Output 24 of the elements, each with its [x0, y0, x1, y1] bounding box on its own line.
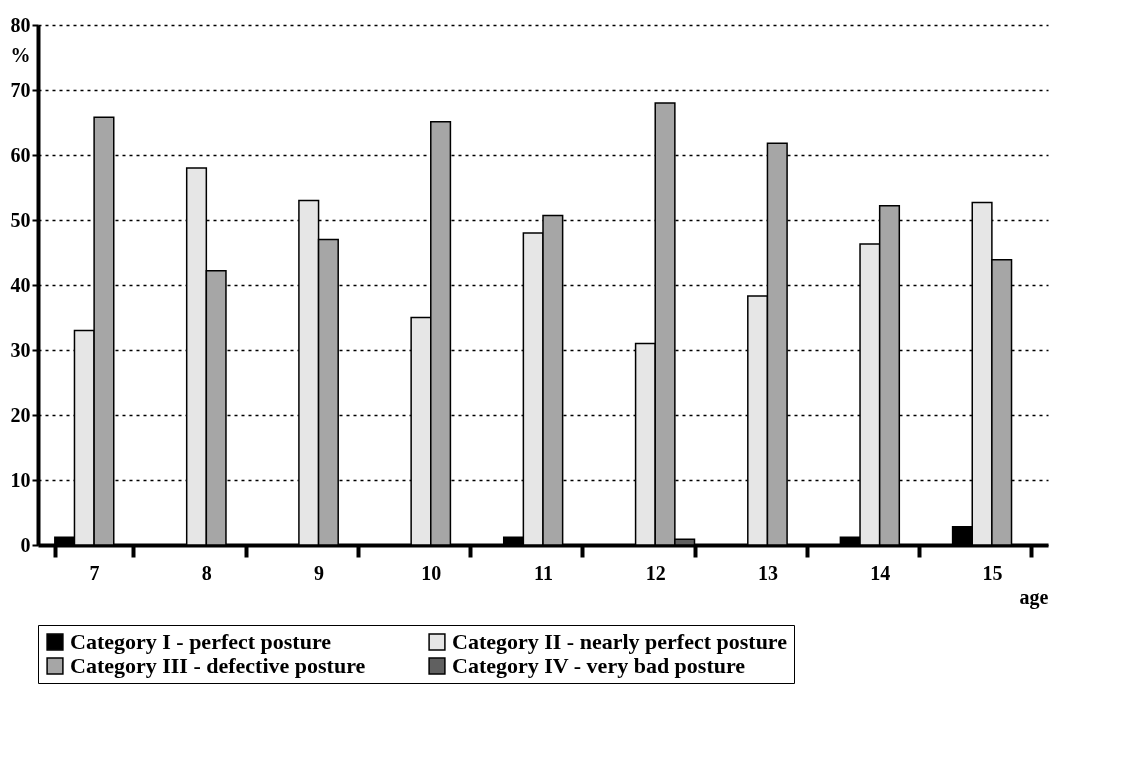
y-tick-label: 80	[10, 13, 31, 36]
x-tick-label: 13	[757, 561, 778, 584]
x-tick-label: 14	[870, 561, 891, 584]
y-tick-label: 10	[10, 468, 31, 491]
y-tick-label: 0	[20, 533, 31, 556]
legend-label: Category III - defective posture	[70, 653, 366, 678]
x-tick-label: 11	[534, 561, 553, 584]
legend-label: Category IV - very bad posture	[452, 653, 746, 678]
legend-label: Category I - perfect posture	[70, 629, 332, 654]
x-axis-title: age	[1019, 585, 1049, 609]
y-tick-label: 30	[10, 338, 31, 361]
x-tick-label: 15	[982, 561, 1003, 584]
y-tick-label: 70	[10, 78, 31, 101]
x-tick-label: 10	[421, 561, 442, 584]
y-axis-title: %	[10, 43, 31, 66]
y-tick-label: 50	[10, 208, 31, 231]
y-tick-label: 40	[10, 273, 31, 296]
y-tick-label: 60	[10, 143, 31, 166]
x-tick-label: 8	[201, 561, 212, 584]
x-tick-label: 7	[89, 561, 100, 584]
y-tick-label: 20	[10, 403, 31, 426]
x-tick-label: 12	[645, 561, 666, 584]
legend-label: Category II - nearly perfect posture	[452, 629, 788, 654]
x-tick-label: 9	[314, 561, 325, 584]
